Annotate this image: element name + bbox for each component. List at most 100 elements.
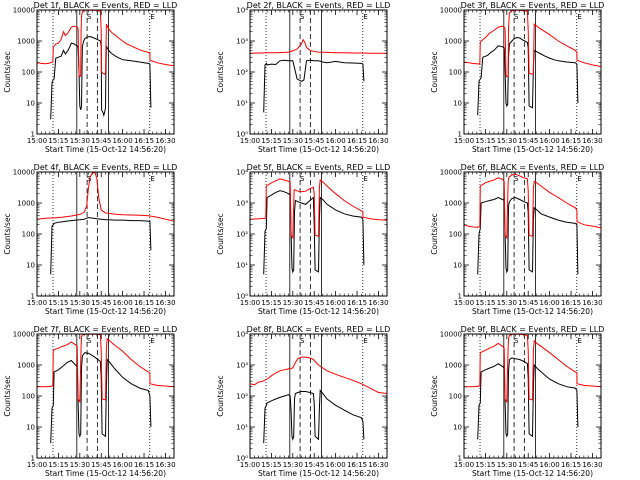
detector-panel-6: Det 6f, BLACK = Events, RED = LLD S E 1 10 10… [430,163,604,316]
x-tick-label: 15:00 [240,137,260,145]
flag-label: E [577,13,581,21]
flag-label: S [300,337,305,345]
flag-label: S [514,13,519,21]
x-tick-label: 15:45 [518,461,538,469]
flag-label: E [363,13,367,21]
y-tick-label: 100 [449,69,462,77]
x-tick-label: 16:15 [347,461,367,469]
y-tick-label: 1000 [17,362,35,370]
x-tick-label: 15:45 [91,299,111,307]
x-axis-label: Start Time (15-Oct-12 14:56:20) [472,469,593,478]
y-tick-label: 10⁴ [236,169,248,177]
x-tick-label: 15:15 [48,299,68,307]
flag-label: S [87,175,92,183]
y-tick-label: 1 [31,131,35,139]
series-line-events [263,190,365,275]
x-tick-label: 15:15 [261,299,281,307]
series-line-lld [464,173,601,240]
series-line-events [50,216,152,275]
y-tick-label: 10000 [13,7,35,15]
x-tick-label: 15:00 [240,299,260,307]
x-tick-label: 16:00 [540,137,560,145]
x-tick-label: 15:45 [304,299,324,307]
y-tick-label: 10⁰ [236,131,248,139]
x-tick-label: 16:15 [561,137,581,145]
detector-panel-8: Det 8f, BLACK = Events, RED = LLD S E 10⁰ 10… [216,325,390,478]
y-tick-label: 10¹ [236,100,248,108]
x-tick-label: 16:15 [134,461,154,469]
flag-label: E [363,337,367,345]
y-axis-label: Counts/sec [3,213,12,254]
y-axis-label: Counts/sec [216,375,225,416]
x-axis-label: Start Time (15-Oct-12 14:56:20) [258,307,379,316]
x-tick-label: 15:30 [283,461,303,469]
x-tick-label: 16:30 [368,137,388,145]
x-tick-label: 16:30 [368,461,388,469]
x-tick-label: 16:30 [155,299,175,307]
x-tick-label: 16:30 [155,137,175,145]
y-axis-label: Counts/sec [430,375,439,416]
y-tick-label: 1 [458,293,462,301]
x-axis-label: Start Time (15-Oct-12 14:56:20) [472,307,593,316]
x-axis-label: Start Time (15-Oct-12 14:56:20) [45,307,166,316]
flag-label: E [150,13,154,21]
x-tick-label: 16:15 [134,299,154,307]
x-tick-label: 15:45 [91,137,111,145]
y-tick-label: 100 [449,231,462,239]
x-tick-label: 16:15 [347,299,367,307]
x-tick-label: 16:30 [582,461,602,469]
y-axis-label: Counts/sec [216,51,225,92]
y-tick-label: 100 [22,393,35,401]
series-line-lld [37,172,174,222]
x-tick-label: 15:45 [304,137,324,145]
x-tick-label: 16:00 [113,299,133,307]
y-tick-label: 10⁰ [236,455,248,463]
x-tick-label: 15:30 [70,461,90,469]
y-tick-label: 10² [236,393,248,401]
detector-panel-4: Det 4f, BLACK = Events, RED = LLD S E 1 10 10… [3,163,177,316]
panel-title: Det 8f, BLACK = Events, RED = LLD [247,325,391,334]
x-tick-label: 16:30 [368,299,388,307]
y-tick-label: 100 [22,69,35,77]
y-tick-label: 10² [236,69,248,77]
x-tick-label: 16:15 [134,137,154,145]
y-tick-label: 10000 [13,331,35,339]
series-line-lld [250,356,387,394]
flag-label: S [300,175,305,183]
flag-label: E [150,337,154,345]
x-tick-label: 15:30 [497,299,517,307]
x-tick-label: 15:00 [454,137,474,145]
y-tick-label: 1000 [444,38,462,46]
detector-panel-9: Det 9f, BLACK = Events, RED = LLD S E 1 10 10… [430,325,604,478]
y-tick-label: 10 [26,100,35,108]
x-tick-label: 16:00 [540,461,560,469]
x-tick-label: 15:15 [261,461,281,469]
x-tick-label: 15:15 [261,137,281,145]
y-tick-label: 10¹ [236,262,248,270]
x-tick-label: 15:30 [70,137,90,145]
detector-panel-3: Det 3f, BLACK = Events, RED = LLD S E 1 10 10… [430,1,604,154]
panel-title: Det 9f, BLACK = Events, RED = LLD [461,325,605,334]
y-tick-label: 100 [22,231,35,239]
y-tick-label: 1 [31,293,35,301]
x-tick-label: 16:30 [582,137,602,145]
x-tick-label: 15:15 [48,461,68,469]
x-tick-label: 15:00 [27,461,47,469]
x-tick-label: 15:00 [27,299,47,307]
y-tick-label: 10² [236,231,248,239]
y-tick-label: 10 [453,100,462,108]
y-axis-label: Counts/sec [430,51,439,92]
x-axis-label: Start Time (15-Oct-12 14:56:20) [45,469,166,478]
series-line-events [263,389,365,444]
y-tick-label: 1000 [17,200,35,208]
y-tick-label: 1 [458,455,462,463]
y-tick-label: 10⁴ [236,331,248,339]
x-tick-label: 15:45 [518,137,538,145]
x-tick-label: 15:15 [48,137,68,145]
y-tick-label: 10 [26,424,35,432]
series-line-events [50,352,152,444]
y-tick-label: 10000 [440,7,462,15]
y-axis-label: Counts/sec [216,213,225,254]
